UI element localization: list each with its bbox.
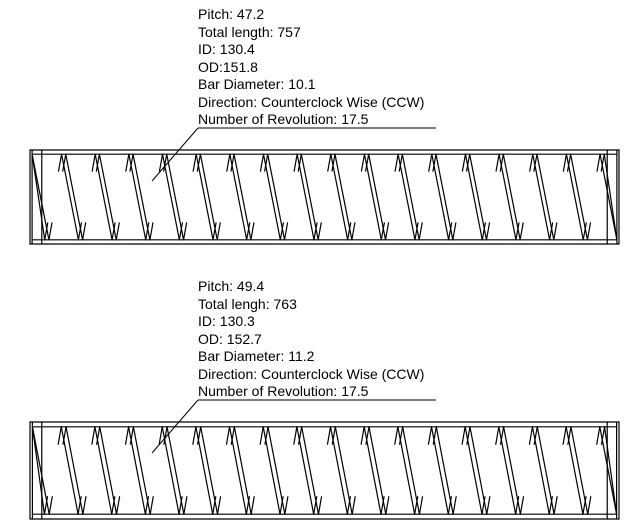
spec-od-value: 152.7 <box>227 331 262 347</box>
spec-od: OD: 152.7 <box>198 331 424 349</box>
spec-direction: Direction: Counterclock Wise (CCW) <box>198 366 424 384</box>
spec-revolutions-label: Number of Revolution: <box>198 111 337 127</box>
spec-pitch-value: 47.2 <box>237 6 264 22</box>
spec-direction: Direction: Counterclock Wise (CCW) <box>198 94 424 112</box>
spec-revolutions-value: 17.5 <box>341 383 368 399</box>
spec-revolutions: Number of Revolution: 17.5 <box>198 111 424 129</box>
spring-top <box>26 146 623 248</box>
spec-id-label: ID: <box>198 313 216 329</box>
spec-id: ID: 130.4 <box>198 41 424 59</box>
spec-total-length-value: 757 <box>277 24 300 40</box>
spec-bar-diameter-value: 10.1 <box>288 76 315 92</box>
spec-id-value: 130.3 <box>220 313 255 329</box>
spec-id-label: ID: <box>198 41 216 57</box>
spec-direction-value: Counterclock Wise (CCW) <box>261 366 424 382</box>
spec-total-length-value: 763 <box>274 296 297 312</box>
spec-bar-diameter-label: Bar Diameter: <box>198 76 284 92</box>
spec-revolutions-label: Number of Revolution: <box>198 383 337 399</box>
spec-bar-diameter-value: 11.2 <box>288 348 314 364</box>
spec-direction-value: Counterclock Wise (CCW) <box>261 94 424 110</box>
spec-total-length-label: Total length: <box>198 24 274 40</box>
spec-total-length: Total lengh: 763 <box>198 296 424 314</box>
spec-od-label: OD: <box>198 59 223 75</box>
spec-od-label: OD: <box>198 331 223 347</box>
spec-od: OD:151.8 <box>198 59 424 77</box>
spec-pitch: Pitch: 49.4 <box>198 278 424 296</box>
spec-revolutions-value: 17.5 <box>341 111 368 127</box>
spring-bottom <box>26 418 623 523</box>
spec-block-top: Pitch: 47.2 Total length: 757 ID: 130.4 … <box>198 6 424 129</box>
spec-pitch-label: Pitch: <box>198 6 233 22</box>
spec-bar-diameter: Bar Diameter: 10.1 <box>198 76 424 94</box>
spec-total-length-label: Total lengh: <box>198 296 270 312</box>
spec-total-length: Total length: 757 <box>198 24 424 42</box>
spec-id: ID: 130.3 <box>198 313 424 331</box>
spec-revolutions: Number of Revolution: 17.5 <box>198 383 424 401</box>
spec-bar-diameter-label: Bar Diameter: <box>198 348 284 364</box>
spec-direction-label: Direction: <box>198 94 257 110</box>
spec-bar-diameter: Bar Diameter: 11.2 <box>198 348 424 366</box>
spec-block-bottom: Pitch: 49.4 Total lengh: 763 ID: 130.3 O… <box>198 278 424 401</box>
spec-od-value: 151.8 <box>223 59 258 75</box>
spec-pitch: Pitch: 47.2 <box>198 6 424 24</box>
spec-pitch-value: 49.4 <box>237 278 264 294</box>
spec-id-value: 130.4 <box>220 41 255 57</box>
spec-direction-label: Direction: <box>198 366 257 382</box>
spec-pitch-label: Pitch: <box>198 278 233 294</box>
